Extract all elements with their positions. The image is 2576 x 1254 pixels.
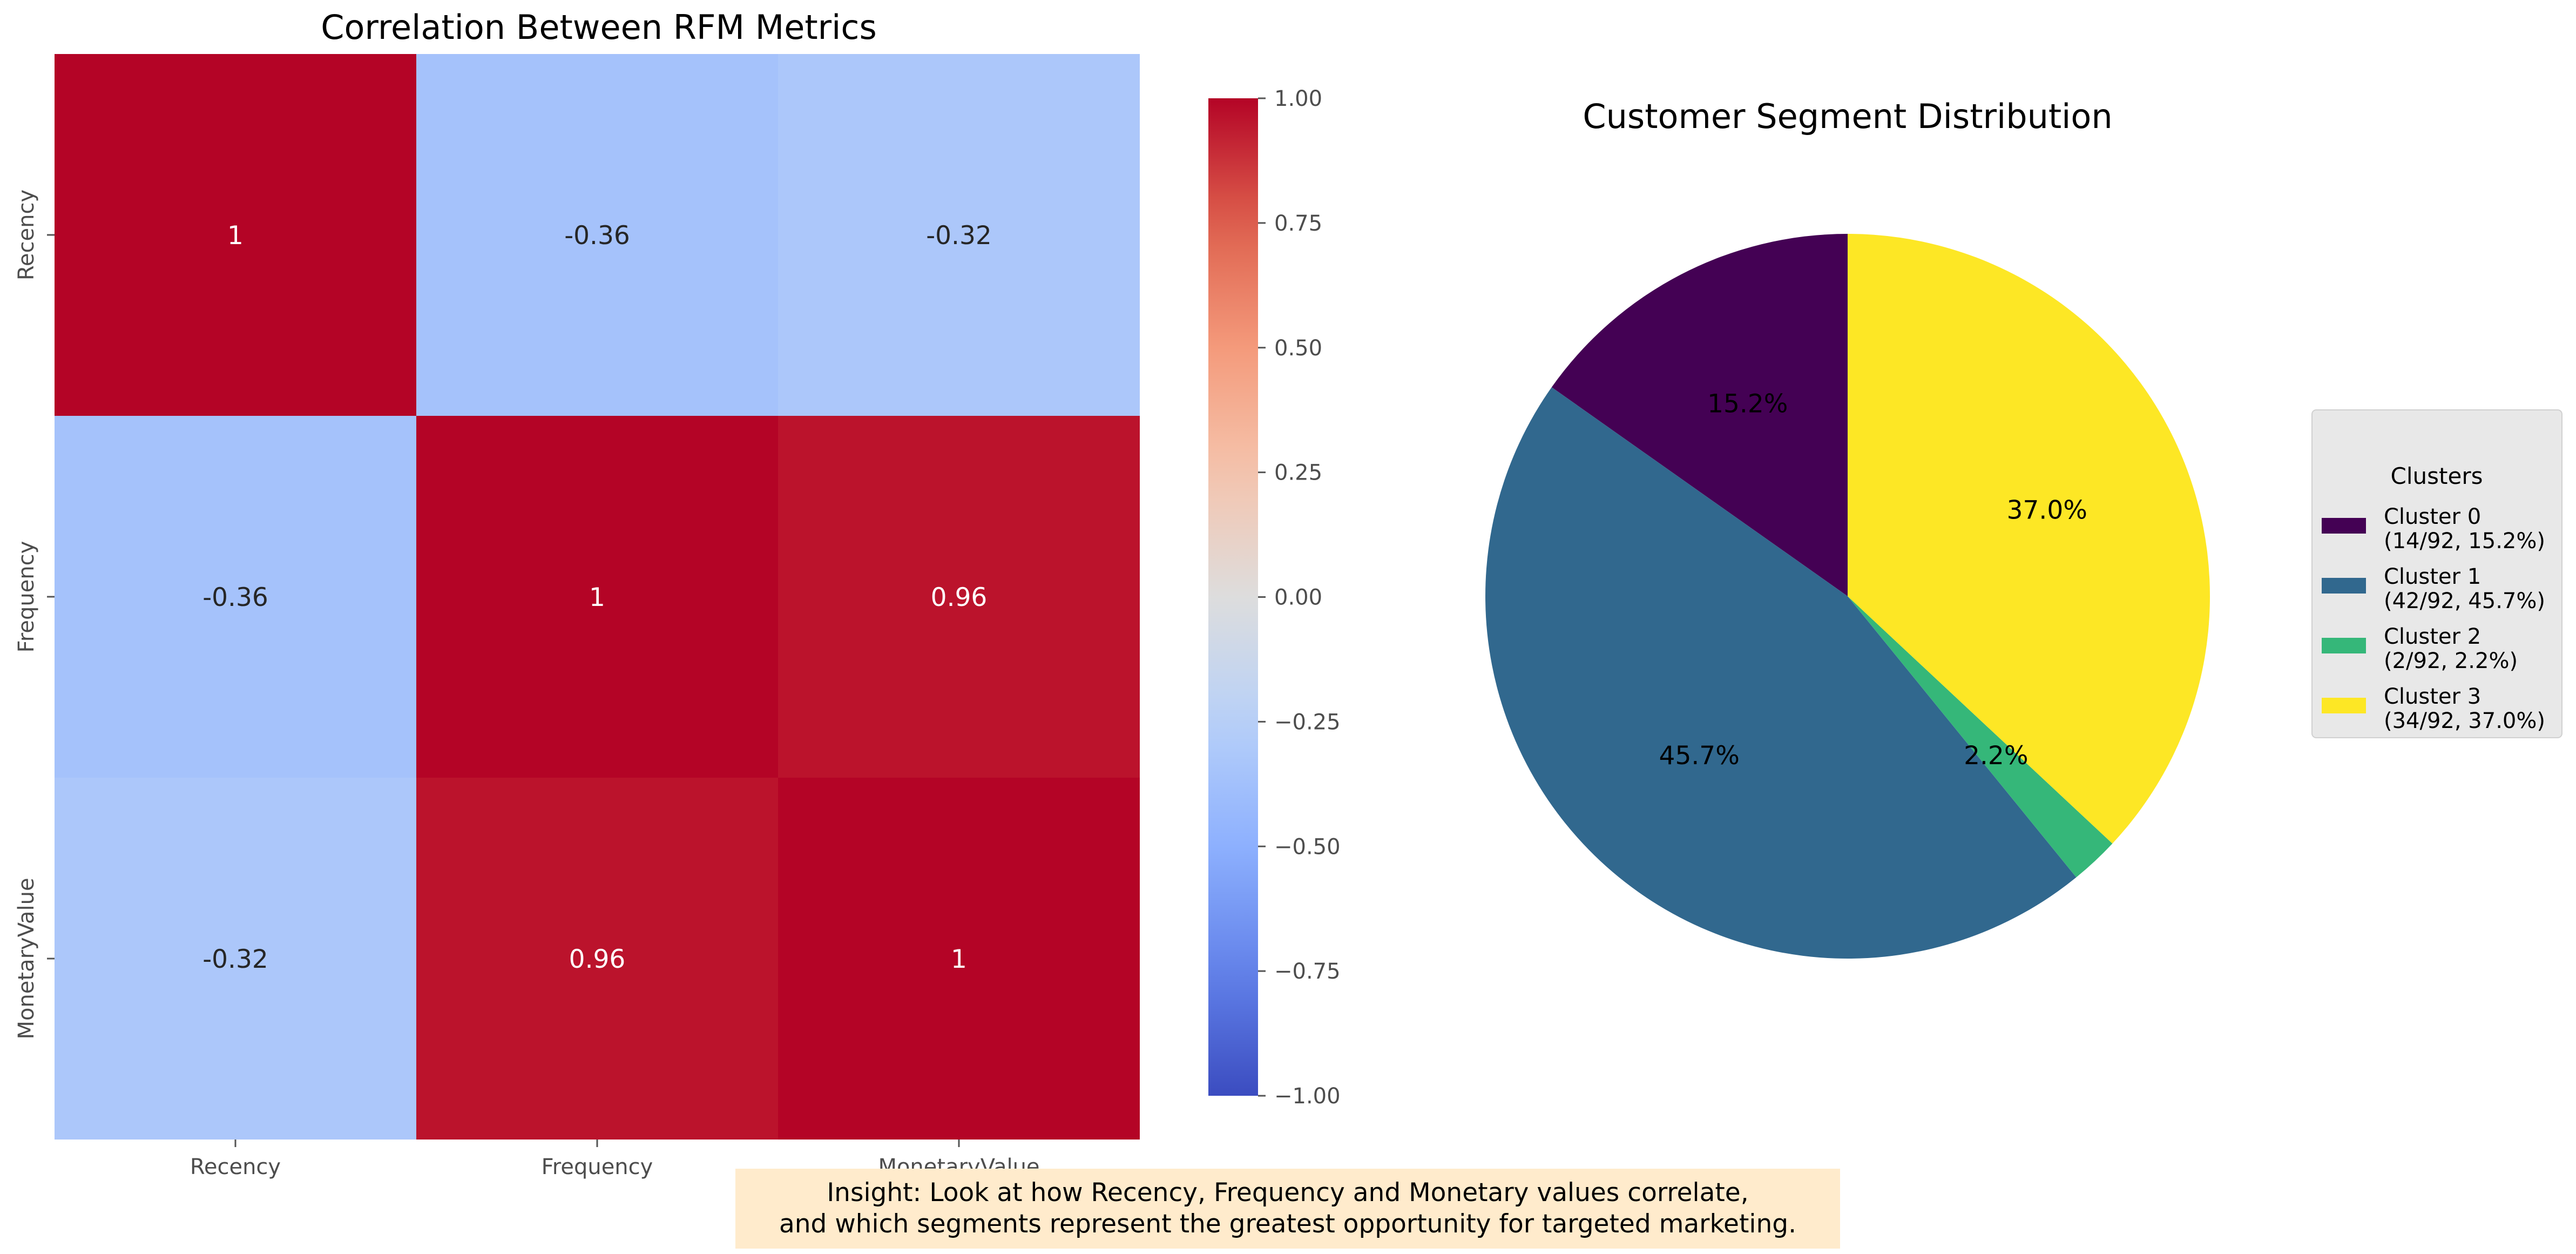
heatmap-y-tick-label: Recency bbox=[14, 190, 39, 280]
colorbar-tick-label: −0.50 bbox=[1274, 834, 1341, 859]
pie-percent-label-2: 2.2% bbox=[1964, 741, 2028, 771]
heatmap-annotation-r2-c1: 0.96 bbox=[569, 945, 626, 974]
heatmap-x-tick-label: Recency bbox=[190, 1155, 281, 1179]
heatmap-cell-r0-c0 bbox=[55, 54, 416, 416]
colorbar-tick-label: 0.50 bbox=[1274, 336, 1322, 361]
heatmap-annotation-r0-c2: -0.32 bbox=[926, 221, 992, 251]
pie-slice-0 bbox=[1551, 234, 1848, 596]
legend-label-0: Cluster 0 bbox=[2384, 504, 2481, 529]
heatmap-cell-r0-c1 bbox=[416, 54, 778, 416]
colorbar-tick-label: 0.75 bbox=[1274, 211, 1322, 236]
pie-slice-3 bbox=[1848, 234, 2210, 844]
heatmap-annotations: 1 -0.36 -0.32 -0.36 1 0.96 -0.32 0.96 1 bbox=[202, 221, 992, 974]
legend-frame bbox=[2311, 409, 2563, 738]
heatmap-y-tick-labels: Recency Frequency MonetaryValue bbox=[14, 190, 55, 1040]
colorbar-tick-label: 0.00 bbox=[1274, 585, 1322, 610]
pie-legend: Clusters Cluster 0(14/92, 15.2%)Cluster … bbox=[2311, 409, 2563, 738]
colorbar-tick-label: −0.75 bbox=[1274, 959, 1341, 984]
legend-entries: Cluster 0(14/92, 15.2%) Cluster 1(42/92, … bbox=[2322, 504, 2545, 733]
legend-detail-2: (2/92, 2.2%) bbox=[2384, 649, 2518, 673]
heatmap-y-tick-label: Frequency bbox=[14, 541, 39, 653]
heatmap-annotation-r2-c0: -0.32 bbox=[202, 945, 268, 974]
heatmap-annotation-r1-c1: 1 bbox=[589, 583, 605, 612]
legend-swatch-2 bbox=[2322, 638, 2366, 653]
colorbar-tick-label: 1.00 bbox=[1274, 86, 1322, 111]
heatmap-annotation-r1-c0: -0.36 bbox=[202, 583, 268, 612]
legend-swatch-0 bbox=[2322, 518, 2366, 534]
heatmap-cell-r1-c2 bbox=[778, 416, 1140, 778]
heatmap-y-tick-label: MonetaryValue bbox=[14, 878, 39, 1039]
insight-line-2: and which segments represent the greates… bbox=[779, 1209, 1797, 1239]
insight-box: Insight: Look at how Recency, Frequency … bbox=[735, 1169, 1840, 1249]
pie-slice-2 bbox=[1848, 596, 2113, 878]
heatmap-cells bbox=[55, 54, 1140, 1140]
pie-slices bbox=[1485, 234, 2210, 959]
colorbar-tick-label: −1.00 bbox=[1274, 1084, 1341, 1109]
colorbar-tick-label: 0.25 bbox=[1274, 461, 1322, 486]
pie-slice-1 bbox=[1485, 387, 2077, 959]
heatmap-cell-r2-c1 bbox=[416, 778, 778, 1140]
pie-percent-labels: 15.2% 45.7% 2.2% 37.0% bbox=[1659, 389, 2087, 771]
colorbar-tick-label: −0.25 bbox=[1274, 710, 1341, 734]
legend-label-3: Cluster 3 bbox=[2384, 684, 2481, 709]
legend-label-2: Cluster 2 bbox=[2384, 624, 2481, 649]
heatmap-title: Correlation Between RFM Metrics bbox=[321, 8, 877, 47]
heatmap-cell-r1-c0 bbox=[55, 416, 416, 778]
legend-swatch-1 bbox=[2322, 578, 2366, 594]
legend-title: Clusters bbox=[2391, 463, 2483, 489]
heatmap-annotation-r0-c0: 1 bbox=[227, 221, 244, 251]
pie-chart: Customer Segment Distribution 15.2% 45.7%… bbox=[1485, 97, 2210, 959]
heatmap-annotation-r2-c2: 1 bbox=[951, 945, 967, 974]
legend-label-1: Cluster 1 bbox=[2384, 564, 2481, 589]
heatmap-cell-r2-c0 bbox=[55, 778, 416, 1140]
legend-detail-1: (42/92, 45.7%) bbox=[2384, 589, 2545, 613]
heatmap-cell-r1-c1 bbox=[416, 416, 778, 778]
insight-line-1: Insight: Look at how Recency, Frequency … bbox=[827, 1178, 1749, 1208]
pie-percent-label-1: 45.7% bbox=[1659, 741, 1740, 771]
heatmap-annotation-r1-c2: 0.96 bbox=[931, 583, 988, 612]
heatmap-cell-r2-c2 bbox=[778, 778, 1140, 1140]
heatmap-chart: Correlation Between RFM Metrics 1 -0.36 -0… bbox=[14, 8, 1140, 1179]
pie-percent-label-3: 37.0% bbox=[2007, 496, 2087, 525]
colorbar-gradient bbox=[1208, 98, 1258, 1096]
heatmap-x-tick-label: Frequency bbox=[542, 1155, 653, 1179]
legend-detail-0: (14/92, 15.2%) bbox=[2384, 529, 2545, 554]
heatmap-cell-r0-c2 bbox=[778, 54, 1140, 416]
heatmap-annotation-r0-c1: -0.36 bbox=[564, 221, 630, 251]
legend-detail-3: (34/92, 37.0%) bbox=[2384, 709, 2545, 733]
colorbar-ticks: 1.00 0.75 0.50 0.25 0.00 −0.25 −0.50 −0.75 −1.00 bbox=[1258, 86, 1341, 1109]
pie-percent-label-0: 15.2% bbox=[1707, 389, 1788, 419]
pie-title: Customer Segment Distribution bbox=[1583, 97, 2112, 136]
legend-swatch-3 bbox=[2322, 698, 2366, 713]
colorbar: 1.00 0.75 0.50 0.25 0.00 −0.25 −0.50 −0.75 −1.00 bbox=[1208, 86, 1341, 1109]
